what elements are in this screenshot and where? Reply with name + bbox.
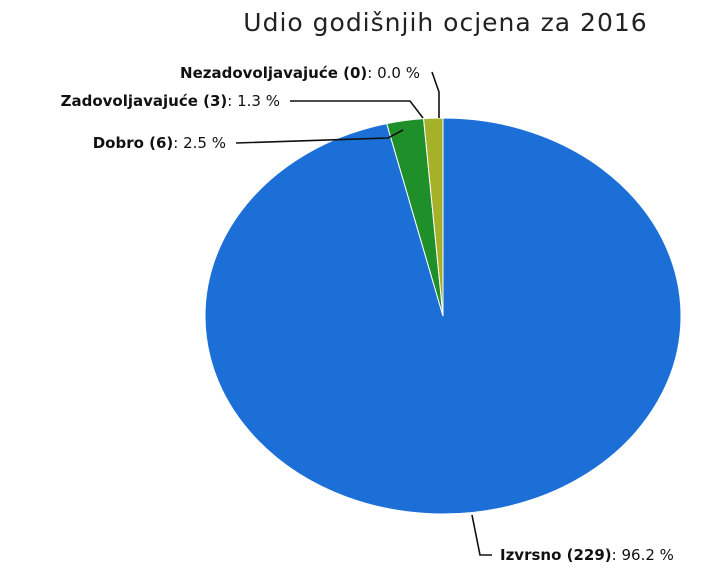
pie-labels: Izvrsno (229): 96.2 % Dobro (6): 2.5 % Zad… — [61, 64, 674, 564]
slice-label-zadovoljavaju-e: Zadovoljavajuće (3): 1.3 % — [61, 92, 280, 110]
leader-line-izvrsno — [471, 514, 492, 556]
slice-label-value: 96.2 % — [621, 546, 673, 564]
slice-label-value: 2.5 % — [183, 134, 226, 152]
slice-label-name: Izvrsno (229) — [500, 546, 612, 564]
slice-label-dobro: Dobro (6): 2.5 % — [93, 134, 226, 152]
leader-line-nezadovoljavaju-e — [431, 71, 440, 118]
chart-title: Udio godišnjih ocjena za 2016 — [243, 8, 648, 37]
slice-label-name: Nezadovoljavajuće (0) — [180, 64, 367, 82]
slice-label-izvrsno: Izvrsno (229): 96.2 % — [500, 546, 674, 564]
slice-label-name: Zadovoljavajuće (3) — [61, 92, 228, 110]
slice-label-value: 1.3 % — [237, 92, 280, 110]
slice-label-separator: : — [367, 64, 377, 82]
slice-label-nezadovoljavaju-e: Nezadovoljavajuće (0): 0.0 % — [180, 64, 420, 82]
pie-slice-zadovoljavaju-e — [423, 117, 444, 317]
slice-label-value: 0.0 % — [377, 64, 420, 82]
slice-label-separator: : — [173, 134, 183, 152]
pie-slices — [204, 117, 682, 515]
leader-line-zadovoljavaju-e — [290, 100, 424, 119]
leader-line-dobro — [235, 129, 404, 144]
slice-label-separator: : — [612, 546, 622, 564]
slice-label-separator: : — [227, 92, 237, 110]
slice-label-name: Dobro (6) — [93, 134, 174, 152]
